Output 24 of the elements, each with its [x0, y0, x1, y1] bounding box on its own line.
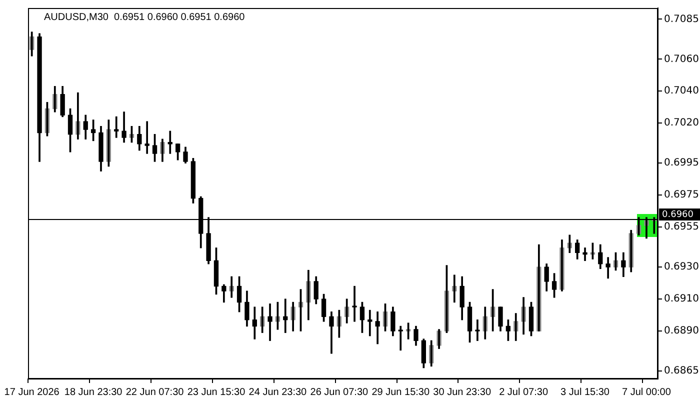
y-tick-label: 0.6975	[664, 190, 699, 201]
y-tick-label: 0.6955	[664, 222, 699, 233]
y-tick-label: 0.7020	[664, 118, 699, 129]
ref-line-label: 0.6960	[662, 210, 694, 220]
y-tick-label: 0.6930	[664, 262, 699, 273]
x-tick-label: 24 Jun 23:30	[248, 386, 308, 398]
x-tick-label: 26 Jun 07:30	[310, 386, 369, 398]
y-tick-label: 0.7085	[664, 14, 699, 25]
chart-title: AUDUSD,M30 0.6951 0.6960 0.6951 0.6960	[44, 12, 246, 23]
x-tick-label: 29 Jun 15:30	[372, 386, 430, 398]
y-tick-label: 0.6865	[664, 366, 699, 377]
x-tick-label: 18 Jun 23:30	[64, 386, 123, 398]
x-tick-label: 2 Jul 07:30	[499, 386, 548, 398]
y-tick-label: 0.6910	[664, 294, 699, 305]
x-tick-label: 30 Jun 23:30	[433, 386, 492, 398]
x-tick-label: 17 Jun 2026	[4, 386, 60, 398]
y-tick-label: 0.7040	[664, 86, 699, 97]
y-tick-label: 0.6890	[664, 326, 699, 337]
y-tick-label: 0.7060	[664, 54, 699, 65]
x-tick-label: 7 Jul 00:00	[622, 386, 672, 398]
x-tick-label: 22 Jun 07:30	[126, 386, 184, 398]
y-tick-label: 0.6995	[664, 158, 699, 169]
x-tick-label: 3 Jul 15:30	[560, 386, 610, 398]
x-tick-label: 23 Jun 15:30	[187, 386, 246, 398]
